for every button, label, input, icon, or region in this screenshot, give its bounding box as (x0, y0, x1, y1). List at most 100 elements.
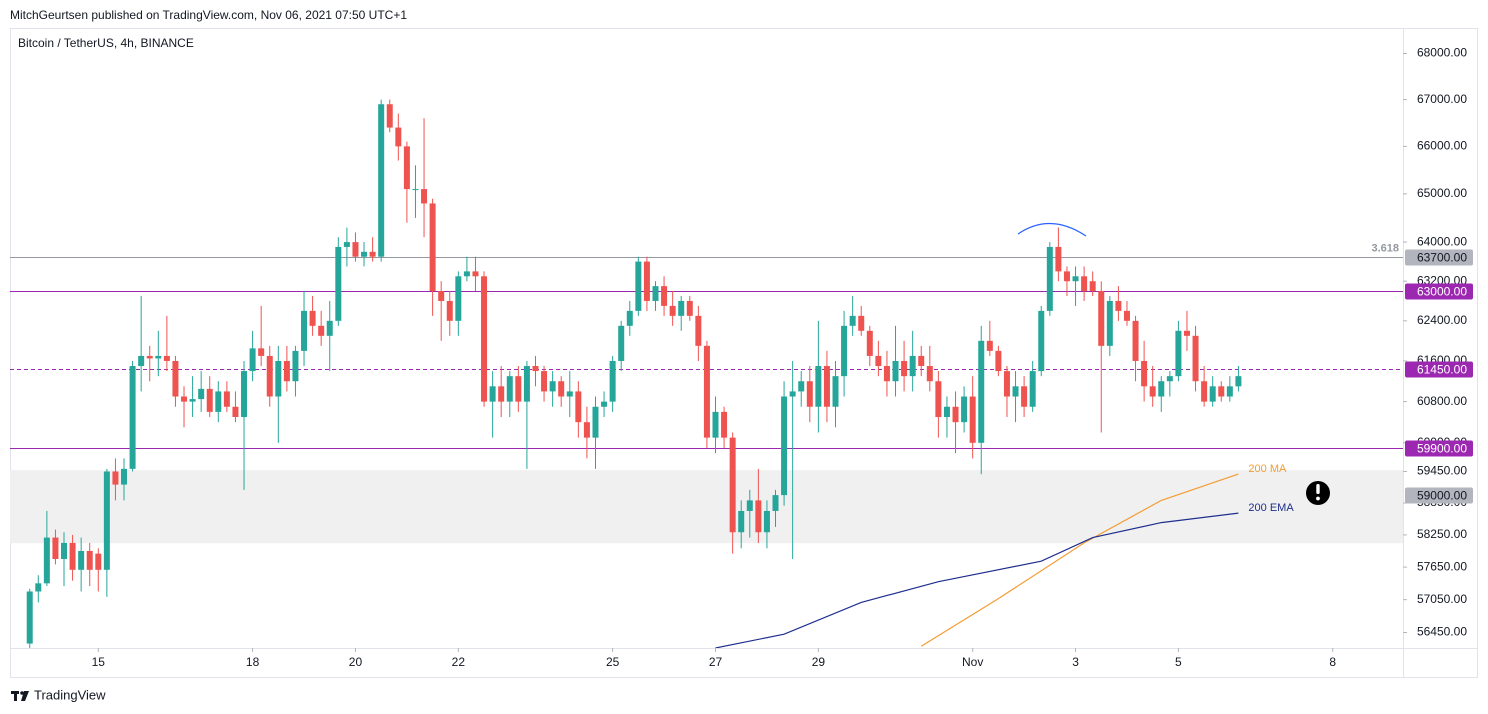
candle-body (386, 104, 393, 128)
candle-body (943, 406, 950, 418)
candle-body (609, 360, 616, 402)
ma-label: 200 EMA (1248, 502, 1294, 514)
candle-body (1166, 376, 1173, 382)
candle-body (1149, 386, 1156, 397)
candle-body (986, 340, 993, 351)
brand: TradingView (34, 687, 106, 702)
candle-body (1158, 381, 1165, 397)
candle-body (455, 276, 462, 321)
y-tick-label: 62400.00 (1417, 313, 1467, 327)
candle-body (729, 437, 736, 533)
candle-body (129, 366, 136, 469)
candle-body (481, 276, 488, 402)
x-tick-label: 18 (246, 655, 260, 669)
candle-body (883, 366, 890, 382)
candle-body (901, 360, 908, 377)
candle-body (995, 350, 1002, 372)
candle-body (832, 376, 839, 407)
x-tick-label: 20 (349, 655, 363, 669)
candle-body (703, 345, 710, 438)
candle-body (721, 411, 728, 438)
candle-body (241, 371, 248, 418)
candle-body (969, 396, 976, 443)
candle-body (558, 381, 565, 397)
candle-body (746, 500, 753, 511)
price-tag (1405, 487, 1473, 504)
candle-body (772, 495, 779, 511)
candle-body (1235, 376, 1242, 387)
candle-body (815, 366, 822, 407)
candle-body (198, 388, 205, 400)
candle-body (643, 261, 650, 301)
candle-body (258, 348, 265, 356)
candle-body (849, 315, 856, 326)
x-tick-label: 5 (1175, 655, 1182, 669)
candle-body (1012, 386, 1019, 397)
ma-line (715, 512, 1239, 648)
candle-body (618, 325, 625, 361)
y-tick-label: 67000.00 (1417, 92, 1467, 106)
candle-body (69, 542, 76, 570)
candle-body (266, 355, 273, 397)
x-tick-label: 15 (92, 655, 106, 669)
candle-body (1055, 246, 1062, 272)
x-tick-label: 3 (1072, 655, 1079, 669)
candle-body (472, 271, 479, 277)
level-note: 3.618 (1371, 242, 1399, 254)
candle-body (1021, 386, 1028, 407)
candle-body (1132, 320, 1139, 361)
candle-body (1038, 310, 1045, 372)
price-tag (1405, 440, 1473, 457)
candle-body (103, 471, 110, 570)
y-tick-label: 65000.00 (1417, 186, 1467, 200)
candle-body (1183, 330, 1190, 336)
candle-body (412, 189, 419, 191)
x-tick-label: 8 (1329, 655, 1336, 669)
candle-body (978, 340, 985, 443)
candle-body (601, 401, 608, 407)
candle-body (918, 355, 925, 367)
candle-body (781, 396, 788, 496)
candle-body (369, 251, 376, 257)
candle-body (892, 360, 899, 382)
candle-body (635, 261, 642, 311)
candle-body (215, 391, 222, 412)
candle-body (395, 127, 402, 147)
candle-body (1063, 271, 1070, 282)
candle-body (1192, 335, 1199, 382)
candle-body (678, 300, 685, 316)
y-tick-label: 60800.00 (1417, 394, 1467, 408)
candle-body (283, 360, 290, 382)
candle-body (121, 468, 128, 485)
candle-body (806, 381, 813, 407)
candle-body (909, 355, 916, 377)
candle-body (421, 189, 428, 204)
candle-body (523, 366, 530, 402)
candle-body (163, 355, 170, 361)
candle-body (43, 537, 50, 584)
candle-body (446, 300, 453, 321)
candle-body (1209, 386, 1216, 402)
candle-body (403, 146, 410, 190)
candle-body (249, 348, 256, 372)
candle-body (112, 471, 119, 485)
candle-body (155, 355, 162, 359)
candle-body (669, 305, 676, 316)
candle-body (498, 386, 505, 402)
candle-body (738, 510, 745, 533)
candle-body (541, 371, 548, 392)
candle-body (489, 386, 496, 402)
candle-body (35, 583, 42, 592)
candle-body (763, 510, 770, 533)
candle-body (823, 366, 830, 407)
price-tag-label: 59900.00 (1417, 442, 1467, 456)
candle-body (335, 246, 342, 321)
y-tick-label: 64000.00 (1417, 234, 1467, 248)
price-tag-label: 59000.00 (1417, 489, 1467, 503)
candle-body (438, 291, 445, 301)
candle-body (189, 399, 196, 402)
candle-body (1003, 371, 1010, 397)
arc-drawing (1017, 222, 1087, 237)
candle-body (1141, 360, 1148, 387)
candle-body (755, 500, 762, 533)
